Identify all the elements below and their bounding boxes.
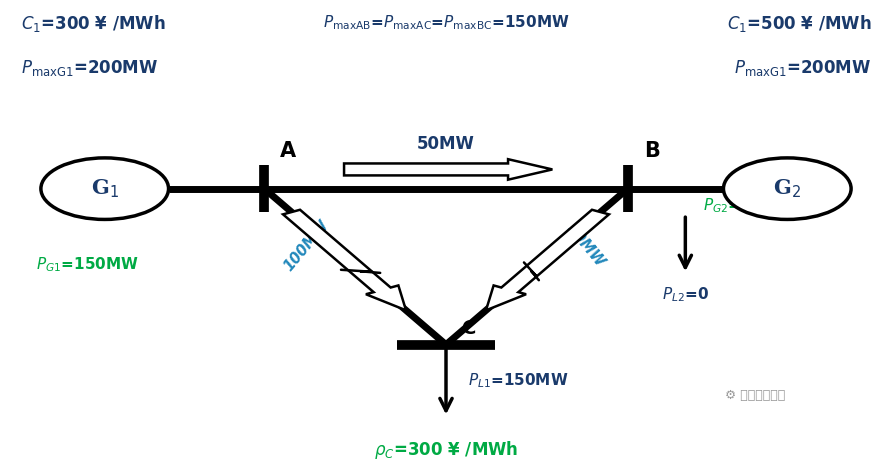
- Text: ⚙ 走进电力市场: ⚙ 走进电力市场: [725, 389, 786, 402]
- Text: G$_2$: G$_2$: [773, 177, 801, 200]
- Text: $P_{G1}$=150MW: $P_{G1}$=150MW: [36, 255, 138, 274]
- Text: $\mathit{C}_1$=500 ¥ /MWh: $\mathit{C}_1$=500 ¥ /MWh: [727, 13, 871, 35]
- Text: $P_{\mathrm{maxG1}}$=200MW: $P_{\mathrm{maxG1}}$=200MW: [734, 58, 871, 79]
- Text: $\mathit{C}_1$=300 ¥ /MWh: $\mathit{C}_1$=300 ¥ /MWh: [21, 13, 165, 35]
- Text: 50MW: 50MW: [417, 135, 475, 153]
- FancyArrow shape: [486, 210, 609, 310]
- Text: G$_1$: G$_1$: [91, 177, 119, 200]
- Circle shape: [41, 158, 169, 219]
- Circle shape: [723, 158, 851, 219]
- Text: 100MW: 100MW: [281, 217, 332, 274]
- Text: $P_{\mathrm{maxG1}}$=200MW: $P_{\mathrm{maxG1}}$=200MW: [21, 58, 158, 79]
- Text: $\rho_C$=300 ¥ /MWh: $\rho_C$=300 ¥ /MWh: [374, 438, 518, 461]
- Text: $P_{\mathrm{maxAB}}$=$P_{\mathrm{maxAC}}$=$P_{\mathrm{maxBC}}$=150MW: $P_{\mathrm{maxAB}}$=$P_{\mathrm{maxAC}}…: [323, 13, 569, 32]
- Text: C: C: [462, 319, 476, 338]
- Text: $P_{L1}$=150MW: $P_{L1}$=150MW: [468, 371, 569, 390]
- FancyArrow shape: [283, 210, 406, 310]
- Text: $P_{G2}$=0MW: $P_{G2}$=0MW: [703, 196, 785, 215]
- Text: A: A: [280, 141, 296, 161]
- Text: B: B: [644, 141, 659, 161]
- FancyArrow shape: [344, 159, 552, 180]
- Text: $P_{L2}$=0: $P_{L2}$=0: [662, 285, 709, 304]
- Text: 50MW: 50MW: [564, 221, 607, 270]
